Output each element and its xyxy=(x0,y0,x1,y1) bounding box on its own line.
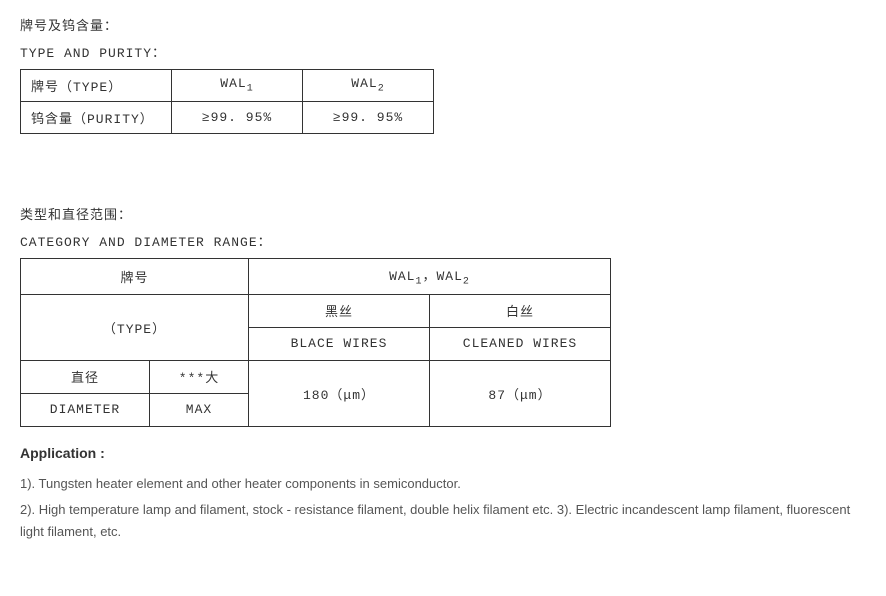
application-heading: Application : xyxy=(20,445,866,461)
section2-title-en: CATEGORY AND DIAMETER RANGE： xyxy=(20,231,866,250)
header-wal: WAL1，WAL2 xyxy=(249,259,611,295)
section2-title-cn: 类型和直径范围： xyxy=(20,204,866,223)
row-diameter-cn: 直径 xyxy=(21,360,150,393)
type-purity-table: 牌号（TYPE） WAL1 WAL2 钨含量（PURITY） ≥99. 95% … xyxy=(20,69,434,134)
cell-type-val1: WAL1 xyxy=(172,70,303,102)
row-diameter-en: DIAMETER xyxy=(21,393,150,426)
cell-type-label: 牌号（TYPE） xyxy=(21,70,172,102)
col-black-cn: 黑丝 xyxy=(249,294,430,327)
table-row: 牌号（TYPE） WAL1 WAL2 xyxy=(21,70,434,102)
cell-purity-label: 钨含量（PURITY） xyxy=(21,102,172,134)
table-row: 牌号 WAL1，WAL2 xyxy=(21,259,611,295)
section1-title-en: TYPE AND PURITY： xyxy=(20,42,866,61)
application-line2: 2). High temperature lamp and filament, … xyxy=(20,499,866,543)
application-line1: 1). Tungsten heater element and other he… xyxy=(20,473,866,495)
header-type-cn: 牌号 xyxy=(21,259,249,295)
table-row: 钨含量（PURITY） ≥99. 95% ≥99. 95% xyxy=(21,102,434,134)
header-type-en: （TYPE） xyxy=(21,294,249,360)
cell-purity-val1: ≥99. 95% xyxy=(172,102,303,134)
row-max-cn: ***大 xyxy=(150,360,249,393)
row-max-en: MAX xyxy=(150,393,249,426)
col-white-cn: 白丝 xyxy=(430,294,611,327)
cell-purity-val2: ≥99. 95% xyxy=(303,102,434,134)
val-white: 87（μm） xyxy=(430,360,611,426)
section1-title-cn: 牌号及钨含量： xyxy=(20,15,866,34)
cell-type-val2: WAL2 xyxy=(303,70,434,102)
col-white-en: CLEANED WIRES xyxy=(430,327,611,360)
val-black: 180（μm） xyxy=(249,360,430,426)
category-diameter-table: 牌号 WAL1，WAL2 （TYPE） 黑丝 白丝 BLACE WIRES CL… xyxy=(20,258,611,427)
table-row: （TYPE） 黑丝 白丝 xyxy=(21,294,611,327)
table-row: 直径 ***大 180（μm） 87（μm） xyxy=(21,360,611,393)
col-black-en: BLACE WIRES xyxy=(249,327,430,360)
